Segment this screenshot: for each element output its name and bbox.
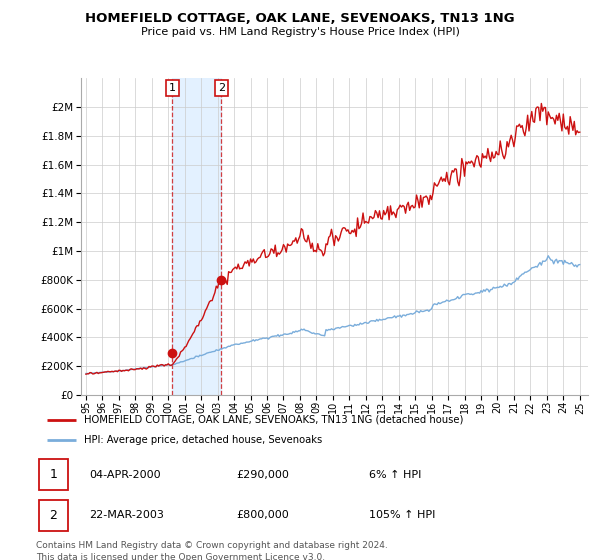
Text: £290,000: £290,000 xyxy=(236,470,290,479)
Text: £800,000: £800,000 xyxy=(236,511,289,520)
Text: 6% ↑ HPI: 6% ↑ HPI xyxy=(368,470,421,479)
Text: 2: 2 xyxy=(218,83,225,93)
Text: 1: 1 xyxy=(169,83,176,93)
Text: 2: 2 xyxy=(49,509,58,522)
FancyBboxPatch shape xyxy=(38,459,68,490)
Text: HOMEFIELD COTTAGE, OAK LANE, SEVENOAKS, TN13 1NG (detached house): HOMEFIELD COTTAGE, OAK LANE, SEVENOAKS, … xyxy=(83,415,463,424)
Text: 04-APR-2000: 04-APR-2000 xyxy=(89,470,160,479)
FancyBboxPatch shape xyxy=(38,500,68,531)
Text: HOMEFIELD COTTAGE, OAK LANE, SEVENOAKS, TN13 1NG: HOMEFIELD COTTAGE, OAK LANE, SEVENOAKS, … xyxy=(85,12,515,25)
Text: Price paid vs. HM Land Registry's House Price Index (HPI): Price paid vs. HM Land Registry's House … xyxy=(140,27,460,37)
Text: 105% ↑ HPI: 105% ↑ HPI xyxy=(368,511,435,520)
Text: HPI: Average price, detached house, Sevenoaks: HPI: Average price, detached house, Seve… xyxy=(83,435,322,445)
Text: 22-MAR-2003: 22-MAR-2003 xyxy=(89,511,164,520)
Bar xyxy=(172,78,221,395)
Text: 1: 1 xyxy=(49,468,58,481)
Text: Contains HM Land Registry data © Crown copyright and database right 2024.
This d: Contains HM Land Registry data © Crown c… xyxy=(36,541,388,560)
